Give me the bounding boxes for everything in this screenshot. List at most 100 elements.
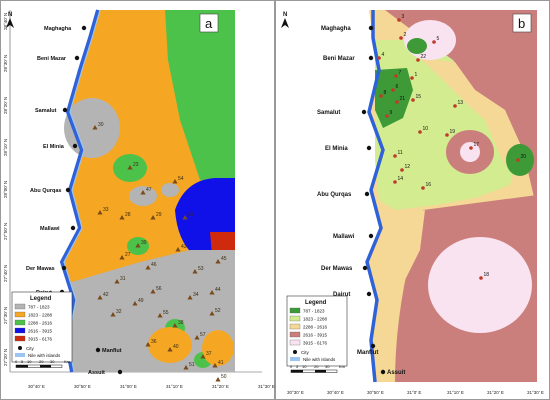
legend-nile-label: Nile with islands — [303, 357, 336, 362]
well-marker-icon — [182, 215, 188, 220]
legend-swatch — [14, 327, 26, 334]
city-label: Der Mawas — [321, 266, 353, 272]
scale-tick: 10 — [27, 359, 32, 364]
legend-city-icon — [293, 350, 297, 354]
well-label: 1 — [415, 72, 418, 78]
city-label: Beni Mazar — [37, 56, 67, 62]
well-label: 16 — [426, 182, 432, 188]
well-marker-icon — [150, 289, 156, 294]
scale-bar-segment — [291, 370, 303, 373]
well-marker-icon — [175, 247, 181, 252]
well-marker-icon — [410, 76, 414, 80]
well-marker-icon — [393, 154, 397, 158]
city-dot — [62, 107, 68, 113]
longitude-label: 30°50' E — [74, 384, 91, 389]
well-marker-icon — [445, 133, 449, 137]
longitude-labels-a: 30°40' E 30°50' E 31°00' E 31°10' E 31°20' E… — [28, 384, 275, 389]
legend-swatch — [289, 323, 301, 330]
north-arrow-icon — [6, 18, 14, 28]
well-label: 12 — [405, 164, 411, 170]
well-label: 56 — [156, 286, 162, 292]
latitude-label: 28°00' N — [3, 181, 8, 198]
well-label: 43 — [181, 244, 187, 250]
nile-channel — [63, 9, 101, 373]
city-dot — [72, 143, 78, 149]
legend-range-label: 787 - 1823 — [303, 309, 325, 314]
well-marker-icon — [411, 98, 415, 102]
city-dot — [95, 347, 101, 353]
longitude-label: 30°40' E — [327, 390, 344, 395]
legend-swatch — [14, 303, 26, 310]
well-label: 13 — [458, 100, 464, 106]
longitude-label: 31°10' E — [166, 384, 183, 389]
legend-city-label: City — [26, 346, 34, 351]
map-a-canvas: Maghagha Beni Mazar Samalut El Minia Abu… — [0, 0, 275, 400]
well-label: 37 — [206, 351, 212, 357]
well-label: 21 — [400, 96, 406, 102]
well-label: 41 — [218, 360, 224, 366]
city-label: Maghagha — [44, 26, 72, 32]
legend-range-label: 3915 - 6176 — [303, 341, 328, 346]
longitude-label: 30°50' E — [367, 390, 384, 395]
well-marker-icon — [132, 301, 138, 306]
well-marker-icon — [150, 215, 156, 220]
city-label: Abu Qurqas — [30, 188, 61, 194]
north-letter: N — [283, 12, 287, 18]
well-marker-icon — [114, 279, 120, 284]
city-dot — [81, 25, 87, 31]
legend-swatch — [14, 335, 26, 342]
scale-bar-segment — [16, 365, 28, 368]
latitude-label: 28°30' N — [3, 55, 8, 72]
longitude-label: 30°30' E — [287, 390, 304, 395]
well-marker-icon — [212, 363, 218, 368]
city-dot — [117, 369, 123, 375]
well-label: 51 — [189, 362, 195, 368]
city-dot — [361, 109, 367, 115]
latitude-label: 27°30' N — [3, 307, 8, 324]
latitude-label: 27°50' N — [3, 223, 8, 240]
panel-label-box — [512, 13, 532, 33]
well-marker-icon — [209, 311, 215, 316]
longitude-label: 30°40' E — [28, 384, 45, 389]
scale-bar-segment — [40, 365, 51, 368]
scale-unit: Km — [339, 364, 346, 369]
city-markers-a — [59, 25, 123, 375]
well-marker-icon — [421, 186, 425, 190]
legend-range-label: 2288 - 2616 — [28, 321, 53, 326]
well-label: 28 — [125, 212, 131, 218]
zone-787-1823-west — [375, 68, 413, 128]
zone-2616-3915-north — [385, 10, 537, 210]
well-marker-icon — [385, 114, 389, 118]
legend-swatch — [289, 307, 301, 314]
well-marker-icon — [377, 56, 381, 60]
well-label: 15 — [416, 94, 422, 100]
city-dot — [380, 369, 386, 375]
well-label: 39 — [141, 240, 147, 246]
well-marker-icon — [172, 323, 178, 328]
well-label: 11 — [398, 150, 403, 156]
city-dot — [74, 55, 80, 61]
well-marker-icon — [145, 342, 151, 347]
scale-tick: 5 — [296, 364, 299, 369]
well-label: 38 — [178, 320, 184, 326]
well-label: 2 — [404, 32, 407, 38]
north-arrow-b: N — [281, 12, 289, 28]
well-marker-icon — [97, 295, 103, 300]
well-label: 23 — [133, 162, 139, 168]
legend-title: Legend — [305, 300, 327, 306]
legend-nile-label: Nile with islands — [28, 353, 61, 358]
north-letter: N — [8, 12, 12, 18]
longitude-label: 31°30' E — [258, 384, 275, 389]
well-label: 3 — [402, 14, 405, 20]
panel-label-box — [199, 13, 219, 33]
well-label: 53 — [198, 266, 204, 272]
well-label: 17 — [474, 142, 480, 148]
well-marker-icon — [400, 168, 404, 172]
north-arrow-a: N — [6, 12, 14, 28]
map-b-canvas: Maghagha Beni Mazar Samalut El Minia Abu… — [275, 0, 550, 400]
well-label: 19 — [450, 129, 456, 135]
legend-swatch — [289, 315, 301, 322]
scale-tick: 0 — [290, 364, 293, 369]
city-markers-b — [361, 25, 386, 375]
well-marker-icon — [215, 259, 221, 264]
